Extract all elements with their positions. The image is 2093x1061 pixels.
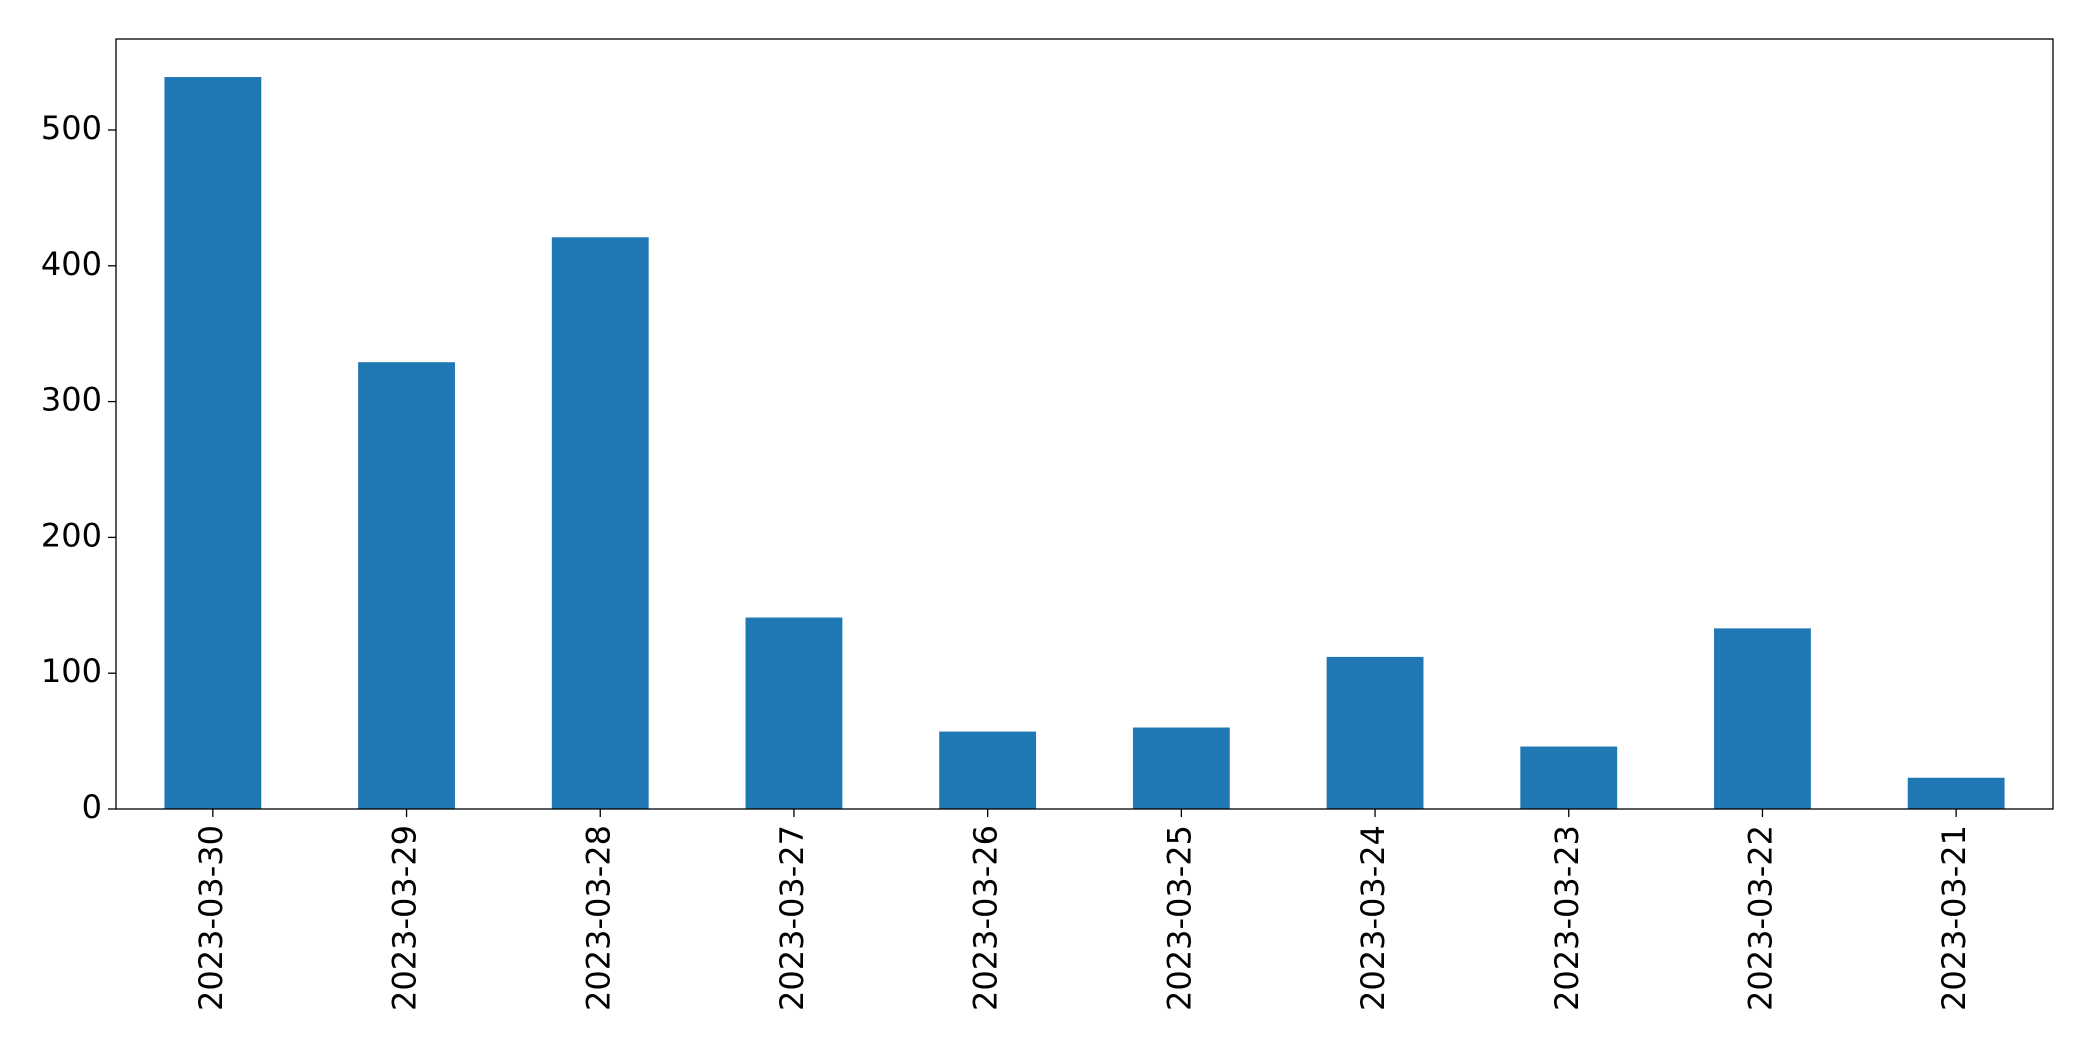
bar — [1326, 656, 1424, 809]
plot-frame — [115, 38, 2054, 810]
x-tick-label: 2023-03-25 — [1160, 825, 1198, 1011]
x-tick-label: 2023-03-24 — [1354, 825, 1392, 1011]
x-tick-label: 2023-03-28 — [579, 825, 617, 1011]
bar — [745, 617, 843, 809]
x-tick-label: 2023-03-26 — [967, 825, 1005, 1011]
x-tick-label: 2023-03-27 — [773, 825, 811, 1011]
bar — [551, 237, 649, 809]
y-tick-label: 500 — [41, 109, 102, 147]
bar — [358, 362, 455, 809]
x-tick-label: 2023-03-30 — [192, 825, 230, 1011]
bar — [164, 77, 262, 810]
y-tick-label: 0 — [82, 788, 102, 826]
x-tick-label: 2023-03-22 — [1741, 825, 1779, 1011]
x-tick-label: 2023-03-23 — [1548, 825, 1586, 1011]
y-tick-label: 300 — [41, 381, 102, 419]
bar — [1714, 628, 1811, 809]
x-tick-label: 2023-03-29 — [386, 825, 424, 1011]
bar — [1907, 777, 2005, 809]
y-tick-label: 100 — [41, 652, 102, 690]
bar — [1132, 727, 1230, 809]
y-tick-label: 400 — [41, 245, 102, 283]
x-tick-label: 2023-03-21 — [1935, 825, 1973, 1011]
bar — [1520, 746, 1618, 809]
bar — [939, 731, 1037, 809]
y-tick-label: 200 — [41, 516, 102, 554]
